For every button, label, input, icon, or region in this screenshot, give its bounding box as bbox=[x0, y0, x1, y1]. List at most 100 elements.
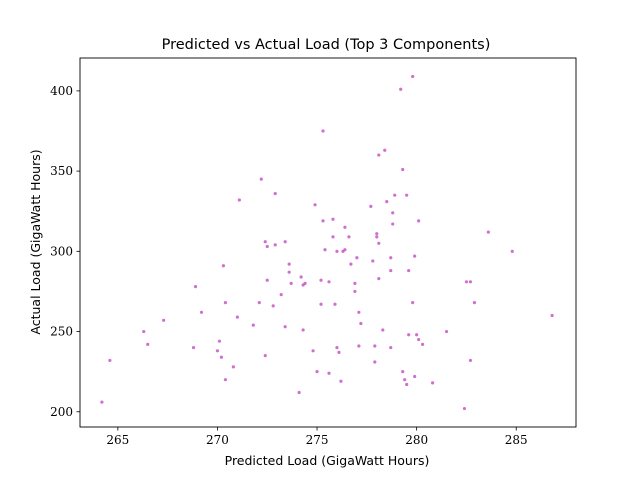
data-point bbox=[215, 349, 220, 353]
data-point bbox=[142, 329, 146, 334]
data-point bbox=[375, 232, 379, 236]
data-point bbox=[221, 264, 226, 268]
data-point bbox=[355, 256, 359, 260]
data-point bbox=[389, 268, 393, 273]
data-point bbox=[335, 249, 339, 253]
data-point bbox=[323, 248, 327, 252]
data-point bbox=[413, 254, 417, 258]
x-axis-label: Predicted Load (GigaWatt Hours) bbox=[225, 453, 430, 468]
data-point bbox=[399, 87, 403, 91]
data-point bbox=[389, 345, 393, 350]
data-point bbox=[464, 280, 469, 284]
data-point bbox=[391, 222, 395, 226]
data-point bbox=[405, 382, 409, 387]
data-point bbox=[389, 256, 393, 260]
x-tick-label: 270 bbox=[206, 433, 229, 447]
data-point bbox=[283, 240, 287, 244]
x-tick-label: 265 bbox=[106, 433, 129, 447]
data-point bbox=[417, 219, 421, 223]
data-point bbox=[199, 310, 204, 314]
data-point bbox=[271, 304, 275, 308]
data-point bbox=[421, 342, 425, 346]
data-point bbox=[331, 235, 335, 239]
y-tick-label: 200 bbox=[50, 405, 73, 419]
data-point bbox=[411, 74, 415, 79]
data-point bbox=[357, 344, 361, 348]
scatter-points bbox=[100, 74, 554, 411]
data-point bbox=[251, 323, 255, 327]
data-point bbox=[327, 280, 331, 284]
data-point bbox=[191, 345, 196, 350]
data-point bbox=[162, 318, 166, 322]
data-point bbox=[279, 293, 283, 297]
y-tick-label: 400 bbox=[50, 84, 73, 98]
data-point bbox=[347, 235, 351, 239]
data-point bbox=[219, 355, 224, 359]
data-point bbox=[265, 244, 269, 249]
data-point bbox=[237, 198, 241, 202]
data-point bbox=[223, 378, 228, 382]
data-point bbox=[283, 325, 287, 329]
data-point bbox=[407, 268, 411, 273]
data-point bbox=[375, 235, 379, 239]
data-point bbox=[108, 358, 112, 363]
data-point bbox=[299, 275, 303, 279]
data-point bbox=[353, 289, 357, 294]
data-point bbox=[377, 277, 381, 281]
data-point bbox=[377, 241, 381, 245]
data-point bbox=[319, 302, 323, 306]
data-point bbox=[385, 199, 389, 204]
data-point bbox=[373, 360, 377, 364]
data-point bbox=[343, 225, 347, 229]
data-point bbox=[343, 248, 347, 252]
y-tick-label: 250 bbox=[50, 325, 73, 339]
y-axis-label: Actual Load (GigaWatt Hours) bbox=[28, 149, 43, 334]
data-point bbox=[223, 301, 228, 305]
chart-title: Predicted vs Actual Load (Top 3 Componen… bbox=[162, 37, 491, 53]
data-point bbox=[193, 285, 198, 289]
x-tick-label: 285 bbox=[505, 433, 528, 447]
data-point bbox=[265, 278, 269, 282]
data-point bbox=[321, 219, 325, 223]
data-point bbox=[405, 193, 409, 197]
data-point bbox=[331, 217, 335, 221]
x-tick-label: 275 bbox=[306, 433, 329, 447]
data-point bbox=[301, 328, 305, 332]
data-point bbox=[381, 328, 385, 332]
data-point bbox=[468, 280, 473, 284]
axis-ticks: 265 270 275 280 285 200 250 300 350 400 bbox=[50, 84, 528, 447]
data-point bbox=[289, 281, 293, 286]
data-point bbox=[273, 191, 277, 196]
data-point bbox=[339, 379, 343, 383]
data-point bbox=[472, 301, 477, 305]
data-point bbox=[462, 406, 467, 411]
data-point bbox=[263, 240, 267, 244]
data-point bbox=[415, 333, 419, 337]
data-point bbox=[319, 278, 323, 282]
data-point bbox=[407, 333, 411, 337]
y-tick-label: 350 bbox=[50, 164, 73, 178]
data-point bbox=[468, 358, 473, 363]
data-point bbox=[235, 315, 239, 319]
data-point bbox=[257, 301, 261, 305]
data-point bbox=[297, 390, 301, 395]
data-point bbox=[146, 342, 150, 346]
data-point bbox=[510, 249, 514, 253]
data-point bbox=[287, 270, 291, 274]
data-point bbox=[335, 345, 339, 350]
data-point bbox=[337, 350, 341, 354]
data-point bbox=[377, 153, 381, 157]
x-tick-label: 280 bbox=[405, 433, 428, 447]
data-point bbox=[413, 374, 417, 379]
data-point bbox=[231, 365, 235, 369]
axes-frame bbox=[79, 57, 577, 428]
data-point bbox=[217, 339, 222, 343]
data-point bbox=[550, 313, 554, 318]
data-point bbox=[369, 204, 373, 208]
data-point bbox=[391, 211, 395, 215]
data-point bbox=[321, 129, 325, 133]
y-tick-label: 300 bbox=[50, 244, 73, 258]
data-point bbox=[373, 344, 377, 348]
data-point bbox=[273, 243, 277, 247]
